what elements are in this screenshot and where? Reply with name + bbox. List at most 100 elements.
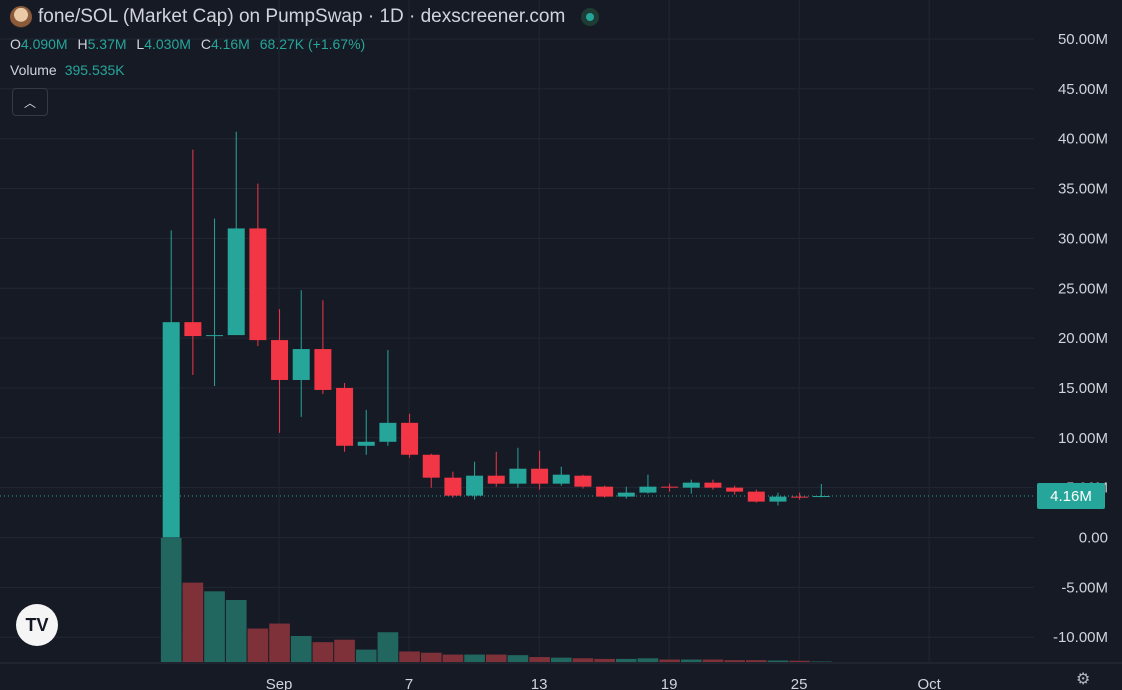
volume-bar — [225, 600, 247, 662]
candle-body — [314, 349, 332, 390]
candle-body — [379, 422, 397, 442]
volume-bar — [485, 654, 507, 662]
live-status-icon — [581, 8, 600, 26]
y-tick-label: -10.00M — [1053, 629, 1108, 646]
volume-bar — [767, 660, 789, 662]
candle-body — [206, 335, 224, 337]
collapse-legend-button[interactable]: ︿ — [12, 88, 48, 116]
volume-bar — [355, 649, 377, 662]
candle-body — [227, 228, 245, 336]
volume-bar — [529, 657, 550, 662]
x-tick-label: 7 — [405, 676, 413, 690]
volume-bar — [204, 591, 225, 662]
volume-bar — [550, 657, 572, 662]
volume-bar — [594, 658, 615, 662]
volume-bar — [572, 658, 594, 662]
y-tick-label: 15.00M — [1058, 380, 1108, 397]
candle-body — [574, 475, 592, 487]
volume-bar — [290, 635, 312, 662]
token-avatar-icon — [10, 6, 32, 28]
volume-bar — [182, 582, 204, 662]
volume-bar — [680, 659, 702, 662]
volume-bar — [377, 632, 399, 662]
high-value: 5.37M — [87, 36, 127, 52]
y-tick-label: 20.00M — [1058, 330, 1108, 347]
candle-body — [661, 486, 679, 488]
candle-body — [162, 322, 180, 538]
y-tick-label: -5.00M — [1061, 579, 1108, 596]
candle-body — [552, 474, 570, 484]
volume-bar — [724, 660, 745, 662]
x-tick-label: 25 — [791, 676, 808, 690]
candle-body — [292, 349, 310, 380]
y-tick-label: 50.00M — [1058, 31, 1108, 48]
volume-bar — [312, 642, 334, 662]
volume-legend: Volume 395.535K — [10, 62, 125, 78]
low-value: 4.030M — [144, 36, 191, 52]
y-tick-label: 35.00M — [1058, 181, 1108, 198]
close-value: 4.16M — [210, 36, 250, 52]
x-tick-label: Sep — [266, 676, 293, 690]
volume-bar — [615, 658, 637, 662]
candle-body — [596, 486, 614, 497]
chart-header: fone/SOL (Market Cap) on PumpSwap · 1D ·… — [10, 6, 600, 28]
candle-body — [422, 454, 440, 478]
candle-body — [531, 468, 549, 484]
volume-bar — [160, 538, 182, 662]
candle-body — [791, 496, 809, 498]
close-label: C — [200, 36, 211, 52]
y-tick-label: 45.00M — [1058, 81, 1108, 98]
volume-label: Volume — [10, 62, 57, 78]
candle-body — [184, 322, 202, 337]
volume-bar — [399, 651, 420, 662]
candle-body — [401, 422, 419, 455]
candle-body — [812, 496, 830, 498]
volume-bar — [247, 628, 269, 662]
y-tick-label: 0.00 — [1079, 530, 1108, 547]
candle-body — [249, 228, 267, 341]
open-value: 4.090M — [20, 36, 68, 52]
candle-body — [487, 475, 505, 484]
y-tick-label: 40.00M — [1058, 131, 1108, 148]
volume-bar — [702, 659, 724, 662]
volume-bar — [442, 654, 464, 662]
candle-body — [769, 496, 787, 502]
volume-bar — [637, 658, 659, 662]
candle-body — [726, 487, 744, 492]
low-label: L — [136, 36, 145, 52]
candle-body — [704, 482, 722, 488]
x-tick-label: Oct — [917, 676, 941, 690]
chevron-up-icon: ︿ — [23, 95, 36, 110]
volume-bar — [745, 660, 767, 662]
candle-body — [357, 441, 375, 446]
chart-title: fone/SOL (Market Cap) on PumpSwap · 1D ·… — [38, 6, 566, 27]
volume-bar — [789, 660, 810, 662]
candle-body — [444, 477, 462, 496]
gear-icon[interactable]: ⚙ — [1076, 671, 1091, 688]
candle-body — [639, 486, 657, 493]
high-label: H — [77, 36, 88, 52]
candle-body — [509, 468, 527, 484]
candle-body — [466, 475, 484, 496]
candle-body — [617, 492, 635, 497]
tradingview-logo-icon[interactable]: TV — [16, 604, 58, 646]
x-tick-label: 13 — [531, 676, 548, 690]
candle-body — [336, 387, 354, 446]
volume-value: 395.535K — [64, 62, 125, 78]
y-tick-label: 10.00M — [1058, 430, 1108, 447]
y-tick-label: 25.00M — [1058, 280, 1108, 297]
volume-bar — [659, 659, 680, 662]
y-tick-label: 30.00M — [1058, 230, 1108, 247]
last-price-tag: 4.16M — [1037, 483, 1105, 509]
candle-body — [747, 491, 765, 502]
change-value: 68.27K (+1.67%) — [259, 36, 366, 52]
x-tick-label: 19 — [661, 676, 678, 690]
candle-body — [682, 482, 700, 488]
volume-bar — [420, 652, 442, 662]
volume-bar — [334, 639, 355, 662]
open-label: O — [10, 36, 21, 52]
volume-bar — [269, 623, 290, 662]
volume-bar — [464, 654, 485, 662]
candle-body — [271, 340, 289, 380]
